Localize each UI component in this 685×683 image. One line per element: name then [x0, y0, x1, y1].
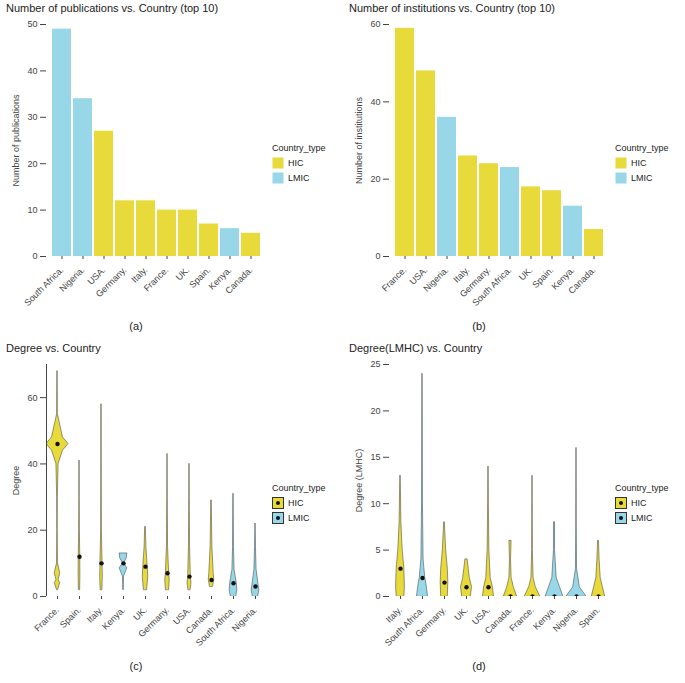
html-text:(c): (c)	[129, 660, 143, 672]
svg-text:USA.: USA.	[407, 264, 430, 287]
svg-text:Italy.: Italy.	[129, 264, 150, 285]
svg-text:Canada.: Canada.	[223, 265, 254, 296]
svg-text:Spain.: Spain.	[577, 605, 602, 630]
svg-text:25: 25	[370, 359, 380, 369]
html-text:Degree vs. Country: Degree vs. Country	[6, 342, 101, 354]
svg-text:France.: France.	[380, 265, 409, 294]
html-text:(d): (d)	[472, 660, 486, 672]
svg-text:Canada.: Canada.	[183, 604, 215, 636]
svg-text:Kenya.: Kenya.	[531, 604, 558, 632]
svg-text:Nigeria.: Nigeria.	[57, 265, 86, 294]
svg-text:20: 20	[370, 174, 380, 184]
svg-text:Italy.: Italy.	[451, 264, 472, 285]
svg-text:Degree: Degree	[11, 466, 21, 496]
svg-text:Nigeria.: Nigeria.	[551, 605, 580, 634]
svg-text:5: 5	[375, 545, 380, 555]
svg-text:40: 40	[27, 459, 37, 469]
svg-text:30: 30	[27, 112, 37, 122]
html-text:Number of publications vs. Cou: Number of publications vs. Country (top …	[6, 2, 219, 14]
svg-text:0: 0	[375, 251, 380, 261]
svg-text:15: 15	[370, 452, 380, 462]
html-text:Country_type: Country_type	[615, 483, 669, 493]
svg-text:UK.: UK.	[131, 605, 149, 623]
svg-text:France.: France.	[507, 605, 536, 634]
svg-text:Italy.: Italy.	[84, 604, 105, 625]
svg-text:Number of institutions: Number of institutions	[354, 96, 364, 184]
svg-text:60: 60	[27, 393, 37, 403]
svg-text:Kenya.: Kenya.	[549, 264, 577, 292]
svg-text:Spain.: Spain.	[530, 264, 556, 290]
svg-text:20: 20	[370, 406, 380, 416]
svg-text:USA.: USA.	[470, 604, 492, 627]
html-text:(a): (a)	[129, 320, 143, 332]
svg-text:South Africa.: South Africa.	[22, 264, 66, 308]
svg-text:Kenya.: Kenya.	[100, 605, 127, 632]
html-text:HIC: HIC	[631, 158, 647, 168]
svg-text:Nigeria.: Nigeria.	[421, 265, 450, 294]
html-text:HIC: HIC	[631, 498, 647, 508]
svg-text:Italy.: Italy.	[383, 604, 404, 625]
svg-text:Degree (LMHC): Degree (LMHC)	[354, 449, 364, 513]
html-text:Number of institutions vs. Cou: Number of institutions vs. Country (top …	[349, 2, 555, 14]
html-text:LMIC: LMIC	[631, 513, 653, 523]
svg-text:Number of publications: Number of publications	[11, 94, 21, 187]
svg-text:Germany.: Germany.	[413, 605, 448, 640]
svg-text:Canada.: Canada.	[483, 605, 514, 636]
svg-text:South Africa.: South Africa.	[382, 604, 426, 648]
svg-text:USA.: USA.	[85, 264, 108, 287]
svg-text:50: 50	[27, 19, 37, 29]
svg-text:USA.: USA.	[171, 604, 193, 627]
html-text:Country_type: Country_type	[272, 143, 326, 153]
svg-text:France.: France.	[142, 265, 171, 294]
svg-text:40: 40	[27, 66, 37, 76]
svg-text:France.: France.	[32, 605, 61, 634]
html-text:LMIC: LMIC	[631, 173, 653, 183]
svg-text:UK.: UK.	[517, 265, 535, 283]
svg-text:20: 20	[27, 525, 37, 535]
svg-text:Kenya.: Kenya.	[206, 264, 234, 292]
svg-text:0: 0	[375, 591, 380, 601]
svg-text:60: 60	[370, 19, 380, 29]
svg-text:Germany.: Germany.	[94, 265, 129, 300]
html-text:LMIC: LMIC	[288, 513, 310, 523]
svg-text:South Africa.: South Africa.	[470, 265, 513, 308]
svg-text:UK.: UK.	[174, 265, 192, 283]
svg-text:10: 10	[27, 205, 37, 215]
html-text:(b): (b)	[472, 320, 486, 332]
html-text:Country_type: Country_type	[272, 483, 326, 493]
html-text:Country_type: Country_type	[615, 143, 669, 153]
svg-text:20: 20	[27, 159, 37, 169]
svg-text:Spain.: Spain.	[58, 605, 83, 630]
svg-text:Germany.: Germany.	[136, 605, 171, 640]
svg-text:40: 40	[370, 97, 380, 107]
svg-text:Germany.: Germany.	[457, 264, 493, 300]
html-text:HIC: HIC	[288, 498, 304, 508]
svg-text:Nigeria.: Nigeria.	[230, 605, 259, 634]
svg-text:South Africa.: South Africa.	[193, 604, 237, 648]
svg-text:10: 10	[370, 499, 380, 509]
svg-text:UK.: UK.	[452, 605, 470, 623]
svg-text:0: 0	[32, 251, 37, 261]
svg-text:0: 0	[32, 591, 37, 601]
html-text:LMIC: LMIC	[288, 173, 310, 183]
html-text:Degree(LMHC) vs. Country: Degree(LMHC) vs. Country	[349, 342, 483, 354]
svg-text:Spain.: Spain.	[187, 264, 213, 290]
html-text:HIC: HIC	[288, 158, 304, 168]
svg-text:Canada.: Canada.	[566, 265, 597, 296]
